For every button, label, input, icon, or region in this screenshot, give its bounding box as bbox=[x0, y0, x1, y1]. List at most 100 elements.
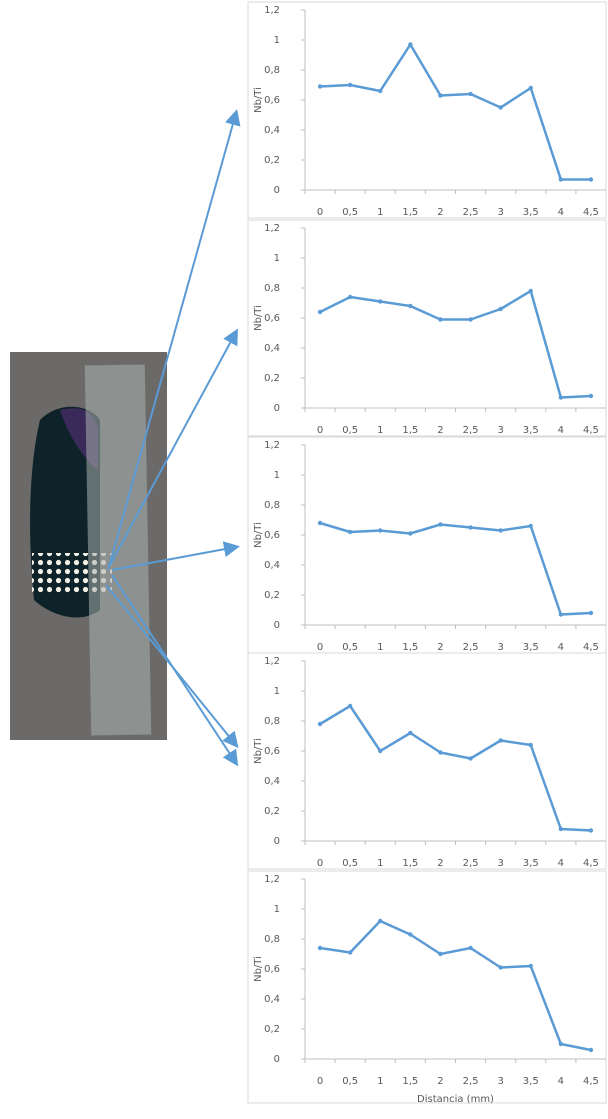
data-point bbox=[438, 522, 442, 526]
y-axis-title: Nb/Ti bbox=[253, 305, 264, 331]
data-line bbox=[320, 291, 591, 398]
y-tick-label: 0,2 bbox=[264, 806, 280, 817]
y-tick-label: 0 bbox=[274, 403, 280, 414]
y-tick-label: 0 bbox=[274, 620, 280, 631]
x-tick-label: 0 bbox=[317, 1076, 323, 1087]
data-point bbox=[559, 395, 563, 399]
x-tick-label: 3 bbox=[497, 425, 503, 436]
x-tick-label: 0,5 bbox=[342, 858, 358, 869]
x-tick-label: 0 bbox=[317, 858, 323, 869]
y-axis-title: Nb/Ti bbox=[253, 738, 264, 764]
chart-frame bbox=[248, 437, 606, 653]
y-tick-label: 1 bbox=[274, 470, 280, 481]
x-tick-label: 4,5 bbox=[583, 425, 599, 436]
y-axis-title: Nb/Ti bbox=[253, 956, 264, 982]
y-tick-label: 1,2 bbox=[264, 440, 280, 451]
chart-frame bbox=[248, 2, 606, 218]
y-tick-label: 0,2 bbox=[264, 373, 280, 384]
data-point bbox=[589, 1048, 593, 1052]
x-tick-label: 2 bbox=[437, 207, 443, 218]
x-tick-label: 3,5 bbox=[523, 858, 539, 869]
chart-frame bbox=[248, 871, 606, 1103]
x-tick-label: 3 bbox=[497, 858, 503, 869]
y-tick-label: 0,4 bbox=[264, 560, 280, 571]
data-point bbox=[589, 611, 593, 615]
x-tick-label: 4,5 bbox=[583, 207, 599, 218]
x-tick-label: 0 bbox=[317, 642, 323, 653]
y-tick-label: 1 bbox=[274, 904, 280, 915]
data-point bbox=[318, 946, 322, 950]
data-point bbox=[408, 531, 412, 535]
data-point bbox=[498, 965, 502, 969]
x-tick-label: 2 bbox=[437, 642, 443, 653]
y-tick-label: 0,2 bbox=[264, 590, 280, 601]
data-point bbox=[559, 177, 563, 181]
y-tick-label: 0,6 bbox=[264, 746, 280, 757]
data-point bbox=[378, 749, 382, 753]
x-tick-label: 4,5 bbox=[583, 858, 599, 869]
y-tick-label: 0,6 bbox=[264, 964, 280, 975]
y-tick-label: 0,6 bbox=[264, 95, 280, 106]
data-point bbox=[498, 105, 502, 109]
x-tick-label: 0,5 bbox=[342, 1076, 358, 1087]
x-tick-label: 2,5 bbox=[463, 425, 479, 436]
y-tick-label: 1,2 bbox=[264, 656, 280, 667]
data-point bbox=[408, 304, 412, 308]
y-tick-label: 1 bbox=[274, 35, 280, 46]
data-point bbox=[348, 950, 352, 954]
x-tick-label: 3 bbox=[497, 642, 503, 653]
data-point bbox=[408, 731, 412, 735]
y-tick-label: 0,6 bbox=[264, 313, 280, 324]
data-point bbox=[318, 84, 322, 88]
x-tick-label: 1,5 bbox=[402, 642, 418, 653]
y-tick-label: 0,8 bbox=[264, 934, 280, 945]
data-point bbox=[589, 828, 593, 832]
x-tick-label: 2 bbox=[437, 1076, 443, 1087]
data-point bbox=[559, 612, 563, 616]
data-point bbox=[498, 738, 502, 742]
data-point bbox=[589, 177, 593, 181]
x-tick-label: 0 bbox=[317, 207, 323, 218]
data-point bbox=[468, 92, 472, 96]
x-tick-label: 3 bbox=[497, 1076, 503, 1087]
data-point bbox=[348, 530, 352, 534]
x-tick-label: 1,5 bbox=[402, 425, 418, 436]
y-tick-label: 1,2 bbox=[264, 5, 280, 16]
data-point bbox=[348, 295, 352, 299]
y-tick-label: 1 bbox=[274, 253, 280, 264]
data-point bbox=[438, 317, 442, 321]
x-tick-label: 2 bbox=[437, 858, 443, 869]
data-point bbox=[438, 750, 442, 754]
data-point bbox=[529, 524, 533, 528]
data-point bbox=[559, 1042, 563, 1046]
y-axis-title: Nb/Ti bbox=[253, 522, 264, 548]
data-point bbox=[529, 964, 533, 968]
data-line bbox=[320, 706, 591, 831]
y-tick-label: 0,8 bbox=[264, 716, 280, 727]
x-tick-label: 1 bbox=[377, 858, 383, 869]
data-point bbox=[529, 86, 533, 90]
data-point bbox=[438, 952, 442, 956]
x-tick-label: 4 bbox=[558, 642, 564, 653]
x-tick-label: 0,5 bbox=[342, 425, 358, 436]
y-tick-label: 0,2 bbox=[264, 155, 280, 166]
y-tick-label: 0 bbox=[274, 185, 280, 196]
y-tick-label: 0 bbox=[274, 836, 280, 847]
y-tick-label: 0 bbox=[274, 1054, 280, 1065]
y-tick-label: 1,2 bbox=[264, 874, 280, 885]
x-tick-label: 4,5 bbox=[583, 1076, 599, 1087]
x-tick-label: 4 bbox=[558, 425, 564, 436]
data-point bbox=[529, 743, 533, 747]
chart-frame bbox=[248, 653, 606, 869]
x-axis-title: Distancia (mm) bbox=[417, 1094, 494, 1105]
sample-photo bbox=[10, 352, 167, 740]
x-tick-label: 3,5 bbox=[523, 425, 539, 436]
data-line bbox=[320, 921, 591, 1050]
data-point bbox=[468, 946, 472, 950]
data-point bbox=[498, 528, 502, 532]
data-point bbox=[348, 83, 352, 87]
x-tick-label: 1 bbox=[377, 207, 383, 218]
x-tick-label: 3,5 bbox=[523, 207, 539, 218]
data-point bbox=[529, 289, 533, 293]
x-tick-label: 1 bbox=[377, 1076, 383, 1087]
